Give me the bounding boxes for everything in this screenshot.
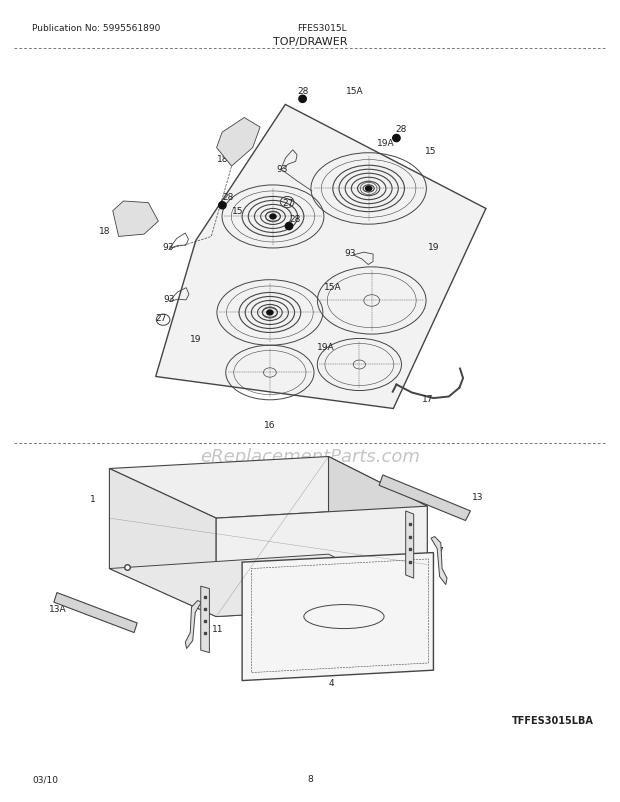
Text: 28: 28 [297,87,308,95]
Polygon shape [54,593,137,633]
Polygon shape [405,512,414,578]
Text: 8: 8 [307,774,313,783]
Text: eReplacementParts.com: eReplacementParts.com [200,448,420,465]
Text: 93: 93 [277,164,288,174]
Polygon shape [113,202,158,237]
Text: 19: 19 [428,242,439,251]
Ellipse shape [270,215,276,220]
Text: TFFES3015LBA: TFFES3015LBA [512,715,594,725]
Text: 7: 7 [200,610,205,619]
Text: 11: 11 [402,525,414,533]
Text: 28: 28 [289,215,300,224]
Polygon shape [431,537,447,585]
Ellipse shape [299,96,306,103]
Text: 16: 16 [264,420,276,430]
Polygon shape [185,601,202,649]
Polygon shape [156,105,486,409]
Text: 4: 4 [329,678,334,687]
Text: 19A: 19A [317,342,334,351]
Polygon shape [379,476,471,520]
Text: 93: 93 [164,294,175,303]
Text: 1: 1 [90,494,95,503]
Polygon shape [109,554,427,617]
Text: 18: 18 [216,154,228,164]
Text: 13A: 13A [50,604,67,614]
Text: 7: 7 [436,547,443,556]
Text: 15A: 15A [346,87,364,95]
Text: FFES3015L: FFES3015L [298,24,347,33]
Ellipse shape [267,310,273,315]
Ellipse shape [219,202,226,209]
Ellipse shape [392,136,400,143]
Polygon shape [109,457,427,518]
Polygon shape [216,119,260,167]
Text: 03/10: 03/10 [32,774,58,783]
Text: 18: 18 [99,227,111,236]
Polygon shape [329,457,427,605]
Text: 93: 93 [162,242,174,251]
Text: 19A: 19A [376,140,394,148]
Polygon shape [109,469,216,617]
Text: 11: 11 [211,624,223,634]
Text: Publication No: 5995561890: Publication No: 5995561890 [32,24,161,33]
Text: 27: 27 [155,314,166,322]
Text: TOP/DRAWER: TOP/DRAWER [273,37,347,47]
Text: 17: 17 [422,395,433,404]
Text: 28: 28 [222,192,234,201]
Polygon shape [216,507,427,617]
Ellipse shape [285,223,293,230]
Ellipse shape [366,187,372,192]
Text: 15A: 15A [324,283,342,292]
Text: 15: 15 [425,147,436,156]
Text: 19: 19 [190,334,202,343]
Polygon shape [242,553,433,681]
Text: 28: 28 [396,125,407,134]
Polygon shape [201,586,210,653]
Text: 93: 93 [344,249,356,257]
Text: 13: 13 [472,492,484,501]
Text: 15: 15 [232,207,244,216]
Text: 27: 27 [283,198,294,207]
